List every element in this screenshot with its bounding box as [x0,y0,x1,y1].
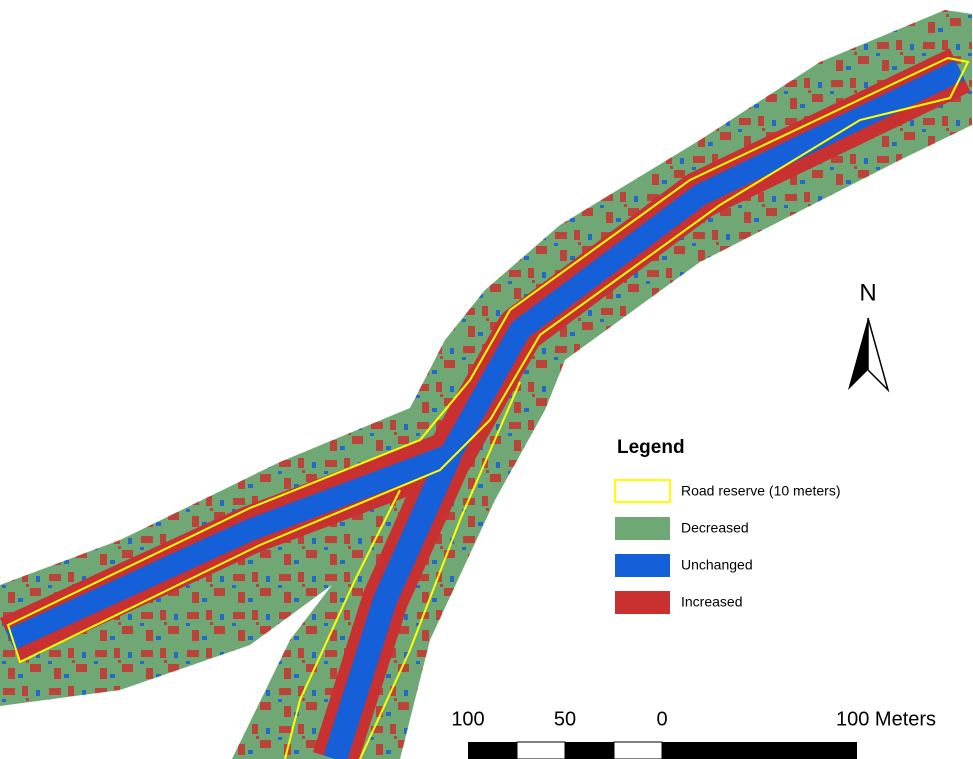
north-label: N [859,279,876,306]
scale-label: 0 [656,708,667,730]
corridor [0,0,973,759]
legend-label: Unchanged [681,557,753,573]
legend-swatch [615,591,670,614]
legend-swatch [615,554,670,577]
north-arrow: N [848,279,888,390]
legend-label: Increased [681,594,742,610]
legend-swatch [615,517,670,540]
scale-label: 100 [451,708,484,730]
map: Legend Road reserve (10 meters) Decrease… [0,0,973,759]
scale-label: 100 Meters [836,708,936,730]
legend-swatch [615,480,670,502]
legend: Legend Road reserve (10 meters) Decrease… [615,437,841,614]
legend-label: Road reserve (10 meters) [681,483,841,499]
legend-label: Decreased [681,520,749,536]
legend-title: Legend [617,437,685,458]
scale-bar: 100 50 0 100 Meters [451,708,936,759]
scale-label: 50 [554,708,576,730]
